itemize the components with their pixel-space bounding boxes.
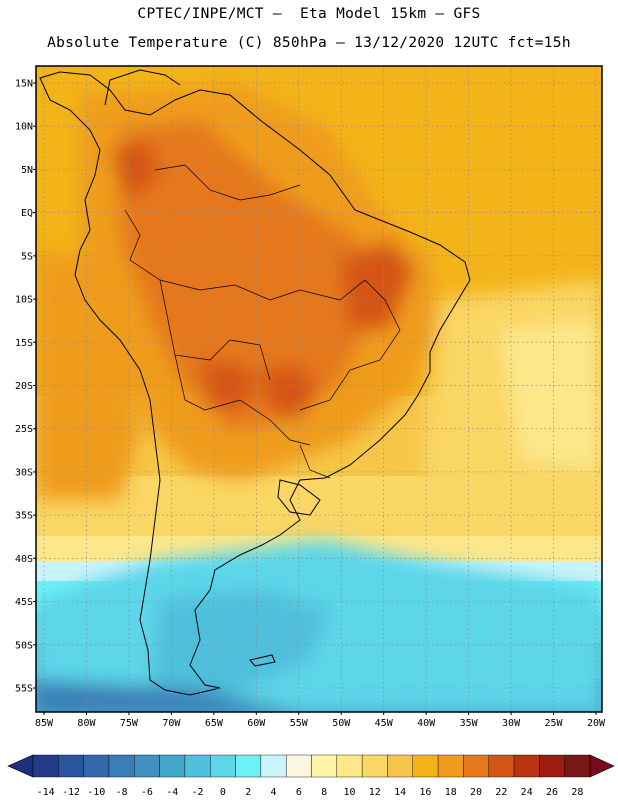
latitude-label: 5N xyxy=(21,165,33,176)
colorbar-label: 16 xyxy=(419,787,431,798)
longitude-label: 65W xyxy=(205,718,224,729)
colorbar-swatch xyxy=(539,754,565,778)
longitude-label: 60W xyxy=(247,718,266,729)
longitude-labels: 85W 80W 75W 70W 65W 60W 55W 50W 45W 40W 35W 30W 25W 2… xyxy=(35,712,606,729)
colorbar-swatch xyxy=(32,754,59,778)
colorbar-swatch xyxy=(83,754,110,778)
latitude-label: 55S xyxy=(15,684,33,695)
colorbar-label: 28 xyxy=(571,787,583,798)
latitude-label: 50S xyxy=(15,640,33,651)
colorbar-swatch xyxy=(437,754,464,778)
colorbar-label: -14 xyxy=(37,787,55,798)
latitude-label: 30S xyxy=(15,467,33,478)
latitude-label: 25S xyxy=(15,424,33,435)
colorbar-swatch xyxy=(336,754,363,778)
colorbar-swatch xyxy=(361,754,388,778)
colorbar-swatch xyxy=(387,754,413,778)
map-frame xyxy=(35,65,603,713)
colorbar: -14 -12 -10 -8 -6 -4 -2 0 2 4 6 8 10 12 14 16 18 20 22 24 26… xyxy=(7,754,615,798)
longitude-label: 55W xyxy=(290,718,309,729)
colorbar-label: 6 xyxy=(296,787,302,798)
colorbar-swatch xyxy=(108,754,135,778)
longitude-label: 50W xyxy=(332,718,351,729)
latitude-label: EQ xyxy=(21,208,33,219)
colorbar-swatch xyxy=(235,754,262,778)
latitude-label: 20S xyxy=(15,381,33,392)
colorbar-swatch xyxy=(210,754,236,778)
longitude-label: 80W xyxy=(77,718,96,729)
longitude-label: 35W xyxy=(460,718,479,729)
colorbar-label: 0 xyxy=(220,787,226,798)
latitude-label: 5S xyxy=(21,251,33,262)
colorbar-label: 14 xyxy=(394,787,406,798)
colorbar-label: 18 xyxy=(445,787,457,798)
longitude-label: 20W xyxy=(587,718,606,729)
colorbar-label: 26 xyxy=(546,787,558,798)
map-title-line1: CPTEC/INPE/MCT – Eta Model 15km – GFS xyxy=(137,6,481,22)
map-title-line2: Absolute Temperature (C) 850hPa – 13/12/… xyxy=(47,35,571,51)
country-borders xyxy=(124,164,401,479)
latitude-label: 45S xyxy=(15,597,33,608)
temperature-field xyxy=(36,66,602,712)
colorbar-swatch xyxy=(513,754,540,778)
colorbar-label: 8 xyxy=(321,787,327,798)
colorbar-label: -10 xyxy=(87,787,105,798)
longitude-label: 30W xyxy=(502,718,521,729)
colorbar-label: -8 xyxy=(116,787,128,798)
longitude-label: 25W xyxy=(545,718,564,729)
colorbar-swatch xyxy=(159,754,186,778)
colorbar-swatch xyxy=(285,754,312,778)
colorbar-label: 20 xyxy=(470,787,482,798)
latitude-label: 40S xyxy=(15,554,33,565)
colorbar-label: -2 xyxy=(192,787,204,798)
longitude-label: 45W xyxy=(375,718,394,729)
colorbar-under-arrow xyxy=(7,754,34,778)
colorbar-label: 10 xyxy=(343,787,355,798)
latitude-label: 10S xyxy=(15,295,33,306)
coastline xyxy=(39,69,471,696)
colorbar-label: -12 xyxy=(62,787,80,798)
latitude-label: 15N xyxy=(15,79,33,90)
latitude-label: 35S xyxy=(15,511,33,522)
longitude-label: 40W xyxy=(417,718,436,729)
colorbar-label: 12 xyxy=(369,787,381,798)
colorbar-label: -4 xyxy=(166,787,178,798)
colorbar-label: 24 xyxy=(521,787,533,798)
colorbar-over-arrow xyxy=(589,754,615,778)
colorbar-label: 22 xyxy=(495,787,507,798)
colorbar-swatch xyxy=(260,754,287,778)
colorbar-swatch xyxy=(463,754,489,778)
latitude-label: 15S xyxy=(15,338,33,349)
colorbar-swatch xyxy=(488,754,515,778)
colorbar-label: 2 xyxy=(245,787,251,798)
colorbar-swatch xyxy=(184,754,211,778)
longitude-label: 85W xyxy=(35,718,54,729)
colorbar-swatch xyxy=(58,754,84,778)
latitude-labels: 15N 10N 5N EQ 5S 10S 15S 20S 25S 30S 35S 40S 45S 50S 5… xyxy=(15,79,36,695)
colorbar-swatch xyxy=(412,754,439,778)
latitude-label: 10N xyxy=(15,122,33,133)
longitude-label: 75W xyxy=(120,718,139,729)
colorbar-label: -6 xyxy=(141,787,153,798)
colorbar-swatch xyxy=(134,754,160,778)
colorbar-swatch xyxy=(311,754,338,778)
longitude-label: 70W xyxy=(162,718,181,729)
colorbar-swatch xyxy=(564,754,591,778)
colorbar-label: 4 xyxy=(271,787,277,798)
